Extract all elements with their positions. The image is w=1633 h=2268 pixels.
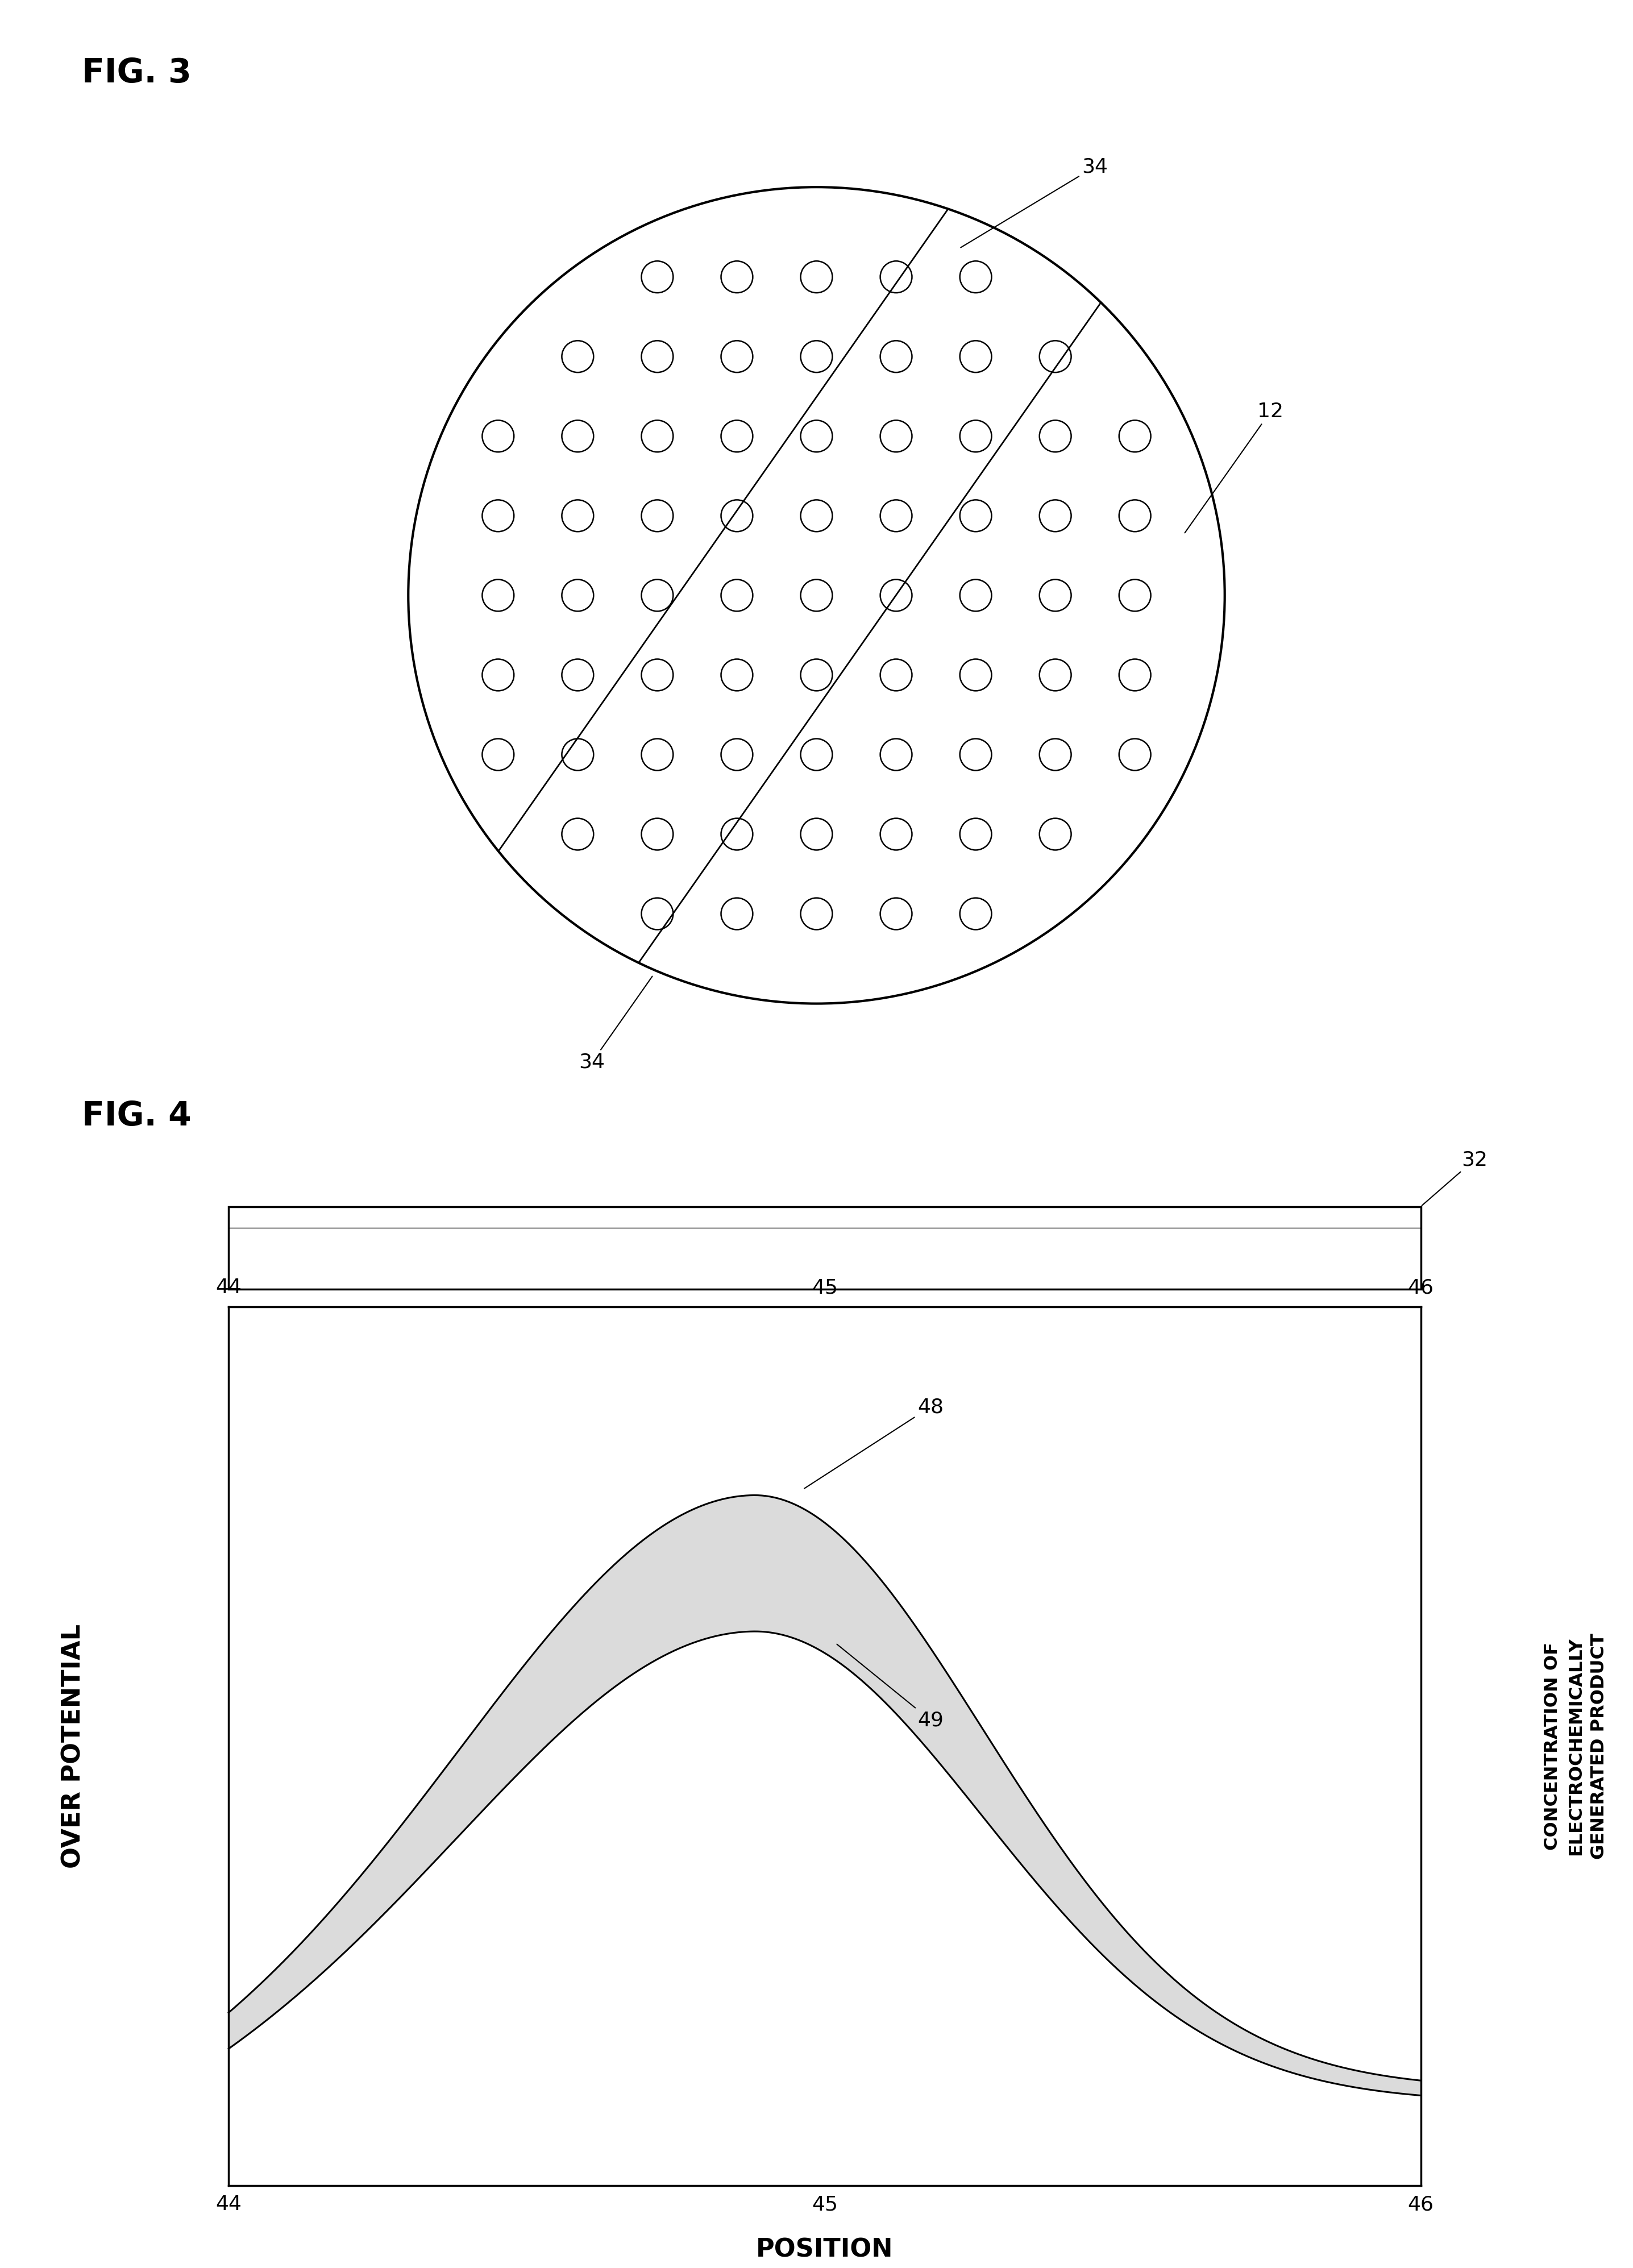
Text: 48: 48 [805,1397,944,1488]
Text: FIG. 3: FIG. 3 [82,57,191,88]
Text: 44: 44 [216,2195,242,2214]
Text: CONCENTRATION OF
ELECTROCHEMICALLY
GENERATED PRODUCT: CONCENTRATION OF ELECTROCHEMICALLY GENER… [1543,1633,1609,1860]
Text: 45: 45 [812,1279,838,1297]
Text: 46: 46 [1408,2195,1434,2214]
Text: 32: 32 [1422,1150,1488,1207]
Text: OVER POTENTIAL: OVER POTENTIAL [62,1624,85,1869]
Bar [229,1207,1421,1288]
Text: 44: 44 [216,1279,242,1297]
Text: FIG. 4: FIG. 4 [82,1100,191,1132]
Text: 45: 45 [812,2195,838,2214]
Text: 49: 49 [836,1644,944,1730]
Text: 12: 12 [1186,401,1284,533]
Text: 46: 46 [1408,1279,1434,1297]
Text: 34: 34 [960,156,1107,247]
Text: 34: 34 [580,975,652,1073]
Text: POSITION: POSITION [756,2239,893,2261]
